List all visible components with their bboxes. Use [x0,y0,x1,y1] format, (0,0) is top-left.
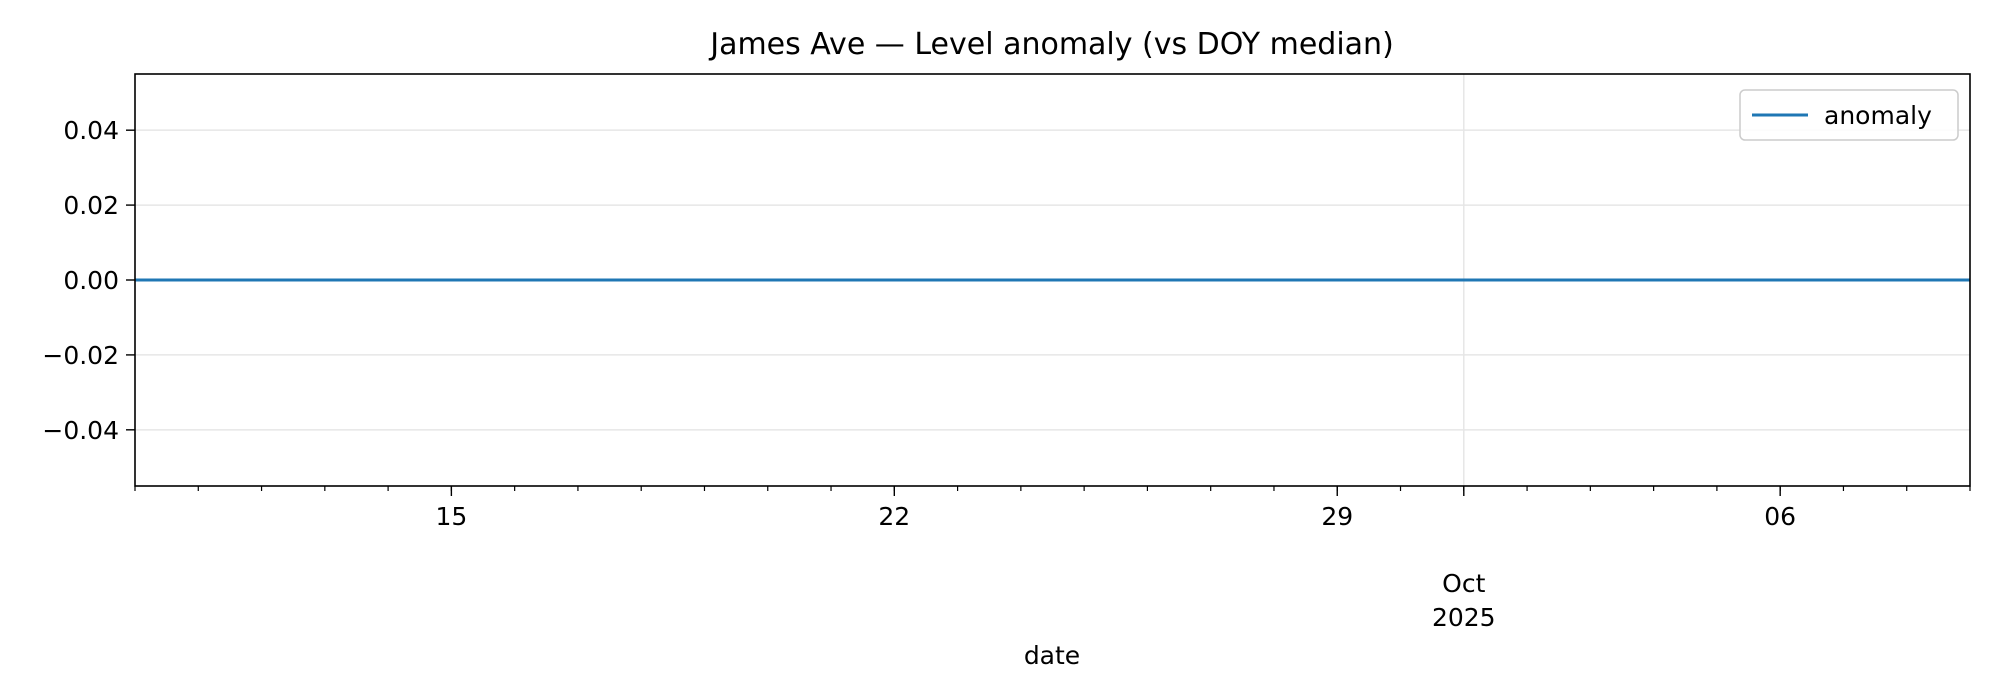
x-tick-label: 15 [435,502,467,531]
y-tick-label: 0.00 [63,266,119,295]
x-tick-label-month: Oct [1442,569,1485,598]
x-tick-label: 06 [1764,502,1796,531]
y-tick-label: −0.04 [42,416,119,445]
plot-area: 0.04 0.02 0.00 −0.02 −0.04 15 22 29 Oct 2025 06 ano… [42,73,1971,632]
legend-label: anomaly [1824,101,1932,130]
y-tick-label: 0.02 [63,191,119,220]
y-tick-label: −0.02 [42,341,119,370]
plot-frame [134,73,1971,487]
chart-title: James Ave — Level anomaly (vs DOY median… [708,27,1394,62]
x-tick-label: 29 [1321,502,1353,531]
y-tick-label: 0.04 [63,116,119,145]
x-axis-label: date [1024,641,1080,670]
legend-box [1739,89,1959,141]
x-tick-label: 22 [878,502,910,531]
x-tick-label-year: 2025 [1432,603,1496,632]
legend: anomaly [1739,89,1959,141]
axes: 0.04 0.02 0.00 −0.02 −0.04 15 22 29 Oct 2025 06 [42,73,1971,632]
